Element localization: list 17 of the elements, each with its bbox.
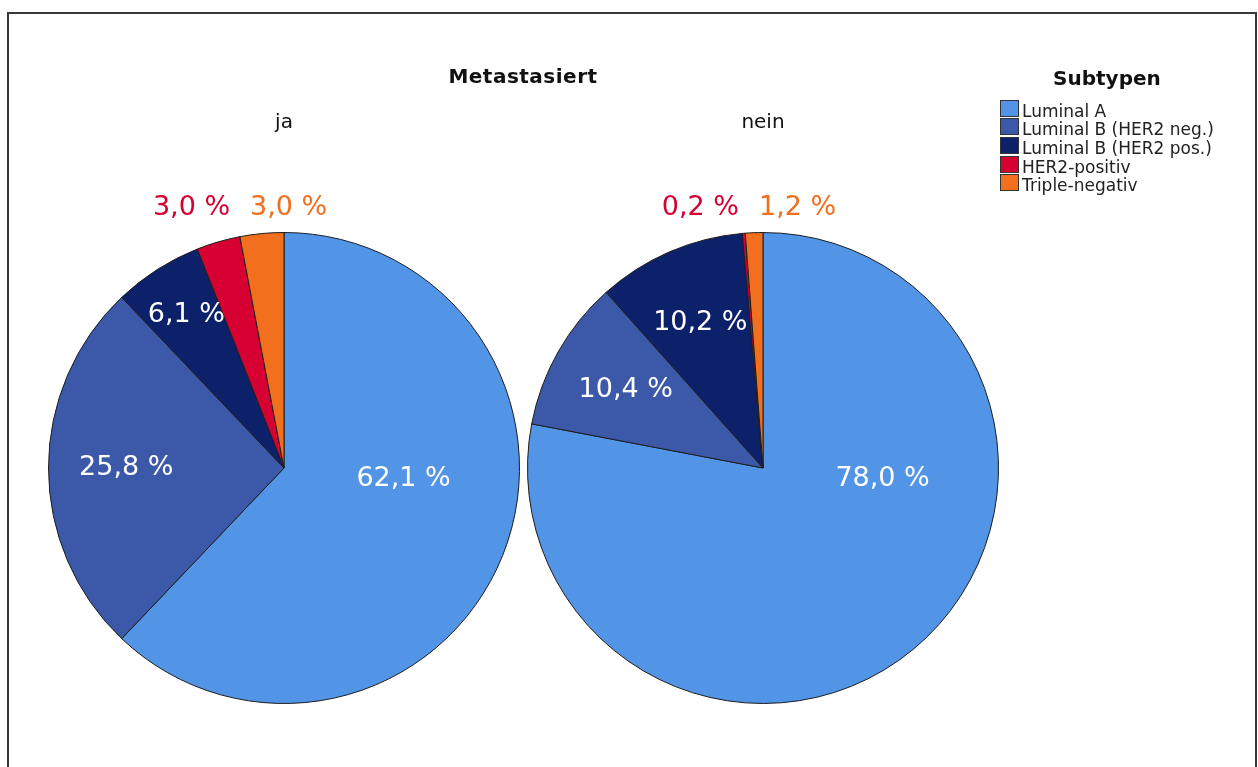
slice-label: nein — [740, 109, 786, 133]
data-label: 62,1 % — [356, 461, 451, 493]
data-label: 10,2 % — [653, 305, 748, 337]
data-label: 0,2 % — [661, 190, 739, 222]
data-label: 78,0 % — [835, 461, 930, 493]
data-label: 3,0 % — [250, 190, 328, 222]
legend-title: Subtypen — [1052, 66, 1162, 90]
data-label: 1,2 % — [758, 190, 837, 222]
data-label: 10,4 % — [578, 372, 673, 404]
legend-label: Luminal B (HER2 neg.) — [1022, 119, 1214, 140]
chart-title: Metastasiert — [447, 64, 599, 88]
data-label: 25,8 % — [79, 450, 174, 482]
legend-label: HER2-positiv — [1022, 156, 1131, 177]
data-label: 3,0 % — [152, 190, 231, 222]
data-label: 6,1 % — [147, 297, 225, 329]
slice-label: ja — [273, 109, 294, 133]
legend-label: Luminal A — [1022, 100, 1107, 121]
